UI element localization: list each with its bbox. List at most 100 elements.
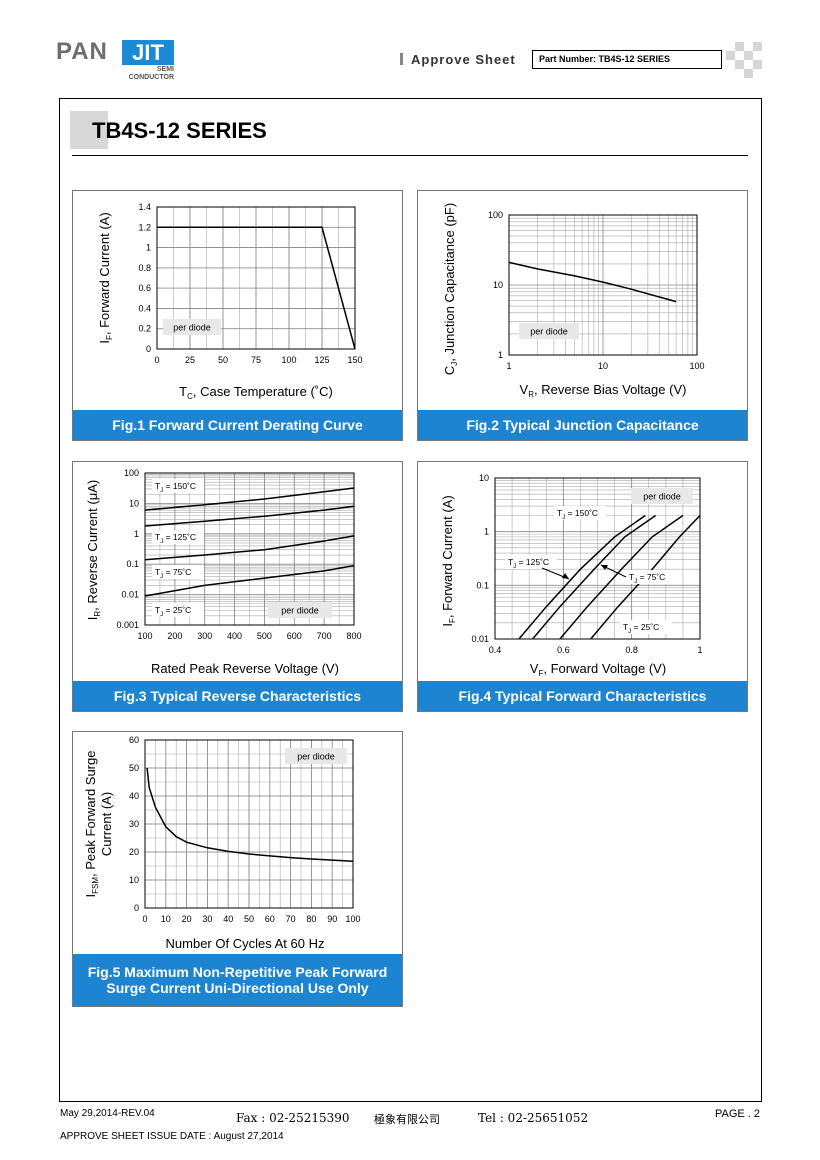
fig2-chart: 1 10 100 1 10 100 CJ, Junction Capacitance (pF…: [442, 203, 705, 399]
series-label-bg: [152, 603, 204, 617]
x-tick-label: 300: [197, 631, 212, 641]
series-label: TJ = 125˚C: [155, 532, 196, 545]
y-tick-label: 0.01: [471, 634, 489, 644]
per-diode-box: [631, 488, 693, 504]
footer-tel: Tel : 02-25651052: [478, 1111, 589, 1125]
series-label: TJ = 150˚C: [155, 481, 196, 494]
x-axis-label: VR, Reverse Bias Voltage (V): [520, 382, 687, 399]
x-tick-label: 800: [346, 631, 361, 641]
per-diode-label: per diode: [530, 327, 568, 337]
per-diode-box: [285, 748, 347, 764]
footer-fax: Fax : 02-25215390: [236, 1111, 350, 1125]
series-label: TJ = 25˚C: [155, 605, 191, 618]
arrow-75-head: [601, 565, 608, 570]
x-tick-label: 0.6: [557, 645, 570, 655]
y-tick-label: 0.01: [121, 590, 139, 600]
footer-issue-date: APPROVE SHEET ISSUE DATE : August 27,201…: [60, 1131, 284, 1142]
series-line-1: [144, 487, 355, 511]
series-label-bg: [152, 565, 204, 579]
plot-border: [508, 214, 698, 356]
fig2-caption: Fig.2 Typical Junction Capacitance: [418, 410, 747, 440]
series-label-bg: [152, 530, 204, 544]
x-tick-label: 600: [287, 631, 302, 641]
series-line-2: [532, 514, 657, 640]
y-tick-label: 10: [129, 875, 139, 885]
series-label-bg: [626, 570, 678, 584]
y-tick-label: 60: [129, 735, 139, 745]
y-tick-label: 0: [134, 903, 139, 913]
y-tick-label: 1: [146, 243, 151, 253]
per-diode-box: [519, 323, 579, 339]
x-tick-label: 0: [154, 355, 159, 365]
x-axis-label: Rated Peak Reverse Voltage (V): [151, 661, 339, 676]
x-tick-label: 20: [182, 914, 192, 924]
y-tick-label: 0.8: [138, 263, 151, 273]
figure-panel-3: 0.001 0.01 0.1 1 10 100 100 200 300 400 500 600 700 8…: [72, 461, 403, 712]
part-number-box: Part Number: TB4S-12 SERIES: [532, 50, 722, 69]
series-label-bg: [152, 479, 204, 493]
y-tick-label: 10: [479, 473, 489, 483]
series-label: TJ = 125˚C: [508, 557, 549, 570]
y-tick-label: 1: [484, 527, 489, 537]
fig4-chart: 0.01 0.1 1 10 0.4 0.6 0.8 1 IF, Forward Current …: [440, 473, 703, 678]
logo-accent: JIT: [122, 40, 174, 65]
figure-panel-4: 0.01 0.1 1 10 0.4 0.6 0.8 1 IF, Forward Current …: [417, 461, 748, 712]
x-tick-label: 25: [185, 355, 195, 365]
y-tick-label: 100: [488, 210, 503, 220]
x-tick-label: 100: [137, 631, 152, 641]
y-tick-label: 1: [498, 350, 503, 360]
x-tick-label: 0: [142, 914, 147, 924]
x-tick-label: 80: [306, 914, 316, 924]
arrow-125-head: [562, 573, 569, 579]
logo-text: PAN: [56, 38, 108, 65]
y-axis-label: IR, Reverse Current (μA): [85, 480, 102, 620]
fig5-caption-line2: Surge Current Uni-Directional Use Only: [106, 980, 369, 996]
x-tick-label: 1: [506, 361, 511, 371]
series-line-1: [508, 261, 677, 303]
fig5-chart: 0 10 20 30 40 50 60 0 10 20 30 40 50 60 70 80 90 100 IFSM,…: [83, 735, 361, 951]
fig3-caption: Fig.3 Typical Reverse Characteristics: [73, 681, 402, 711]
per-diode-label: per diode: [643, 492, 681, 502]
x-tick-label: 40: [223, 914, 233, 924]
x-tick-label: 100: [281, 355, 296, 365]
y-tick-label: 0.2: [138, 324, 151, 334]
x-tick-label: 700: [317, 631, 332, 641]
footer-company: 極象有限公司: [374, 1113, 440, 1126]
figure-panel-1: 0 0.2 0.4 0.6 0.8 1 1.2 1.4 0 25 50 75 100 125 150 IF, …: [72, 190, 403, 441]
x-tick-label: 125: [314, 355, 329, 365]
panjit-logo: PAN JIT SEMI CONDUCTOR: [56, 38, 176, 88]
y-tick-label: 0.4: [138, 303, 151, 313]
y-tick-label: 50: [129, 763, 139, 773]
x-axis-label: Number Of Cycles At 60 Hz: [166, 936, 325, 951]
x-tick-label: 60: [265, 914, 275, 924]
y-tick-label: 1.4: [138, 202, 151, 212]
x-tick-label: 500: [257, 631, 272, 641]
page-title: TB4S-12 SERIES: [92, 118, 267, 143]
footer-date-rev: May 29,2014-REV.04: [60, 1108, 155, 1119]
series-label-bg: [554, 506, 606, 520]
y-tick-label: 20: [129, 847, 139, 857]
series-line-3: [144, 535, 355, 561]
per-diode-label: per diode: [173, 323, 211, 333]
x-tick-label: 10: [161, 914, 171, 924]
y-tick-label: 100: [124, 468, 139, 478]
logo-sub-conductor: CONDUCTOR: [128, 74, 174, 81]
series-line-4: [144, 564, 355, 597]
x-tick-label: 0.4: [489, 645, 502, 655]
x-tick-label: 400: [227, 631, 242, 641]
figure-panel-5: 0 10 20 30 40 50 60 0 10 20 30 40 50 60 70 80 90 100 IFSM,…: [72, 731, 403, 1007]
series-label-bg: [505, 555, 557, 569]
plot-border: [144, 739, 354, 909]
x-axis-label: TC, Case Temperature (˚C): [179, 384, 333, 401]
y-axis-label-line1: IFSM, Peak Forward Surge: [83, 751, 100, 898]
logo-sub-semi: SEMI: [156, 66, 174, 73]
x-tick-label: 50: [244, 914, 254, 924]
footer-page-number: PAGE . 2: [715, 1108, 761, 1120]
x-tick-label: 150: [347, 355, 362, 365]
y-tick-label: 1: [134, 529, 139, 539]
x-tick-label: 100: [689, 361, 704, 371]
x-tick-label: 10: [598, 361, 608, 371]
y-tick-label: 0.6: [138, 283, 151, 293]
series-line-3: [559, 514, 684, 640]
per-diode-box: [268, 602, 332, 618]
